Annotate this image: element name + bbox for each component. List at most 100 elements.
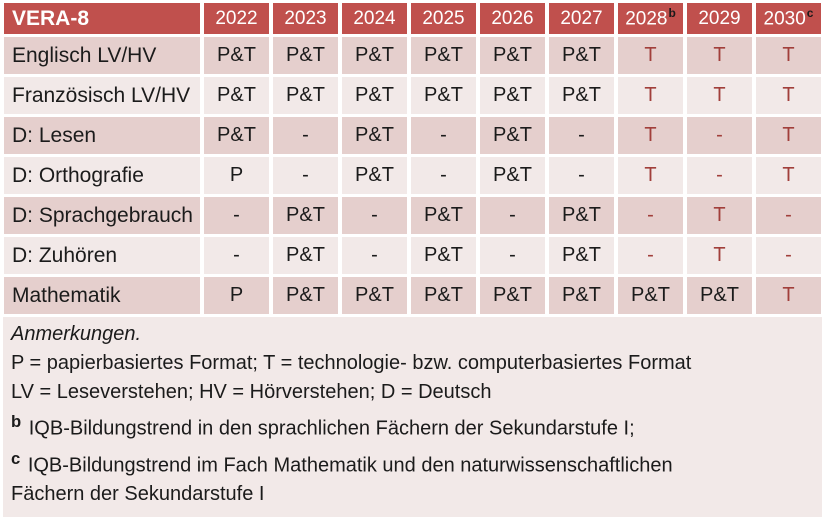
format-cell: T	[687, 197, 752, 234]
format-cell: -	[756, 237, 821, 274]
format-cell: P&T	[273, 77, 338, 114]
year-column-header: 2027	[549, 3, 614, 34]
format-cell: T	[618, 117, 683, 154]
format-cell: P&T	[342, 157, 407, 194]
format-cell: P&T	[204, 117, 269, 154]
format-cell: T	[618, 77, 683, 114]
row-label: D: Lesen	[4, 117, 200, 154]
notes-lines: P = papierbasiertes Format; T = technolo…	[11, 349, 812, 509]
format-cell: P&T	[411, 37, 476, 74]
year-footnote-marker: b	[668, 6, 676, 21]
format-cell: P&T	[411, 77, 476, 114]
format-cell: -	[549, 157, 614, 194]
year-label: 2024	[353, 7, 396, 29]
table-row: D: Lesen P&T - P&T - P&T - T - T	[4, 117, 821, 154]
format-cell: P&T	[204, 77, 269, 114]
table-row: D: Zuhören - P&T - P&T - P&T - T -	[4, 237, 821, 274]
table-row: D: Sprachgebrauch - P&T - P&T - P&T - T -	[4, 197, 821, 234]
format-cell: -	[618, 237, 683, 274]
format-cell: T	[687, 237, 752, 274]
year-label: 2030	[763, 8, 806, 30]
notes-section: Anmerkungen. P = papierbasiertes Format;…	[3, 317, 822, 517]
format-cell: P&T	[480, 117, 545, 154]
year-column-header: 2028b	[618, 3, 683, 34]
format-cell: -	[411, 117, 476, 154]
format-cell: -	[480, 197, 545, 234]
year-label: 2026	[491, 7, 534, 29]
format-cell: P&T	[549, 77, 614, 114]
format-cell: P&T	[549, 277, 614, 314]
year-label: 2027	[560, 7, 603, 29]
note-footnote-marker: c	[11, 448, 21, 468]
format-cell: P&T	[480, 37, 545, 74]
format-cell: -	[687, 117, 752, 154]
format-cell: P&T	[480, 277, 545, 314]
year-column-header: 2026	[480, 3, 545, 34]
vera8-schedule-table: VERA-8 2022 2023 2024 2025 2026 2027 202…	[4, 3, 821, 314]
year-label: 2029	[698, 7, 741, 29]
row-label: D: Sprachgebrauch	[4, 197, 200, 234]
format-cell: -	[549, 117, 614, 154]
format-cell: P&T	[342, 117, 407, 154]
year-column-header: 2029	[687, 3, 752, 34]
note-line: P = papierbasiertes Format; T = technolo…	[11, 349, 723, 378]
note-text: IQB-Bildungstrend im Fach Mathematik und…	[11, 454, 673, 506]
table-header-row: VERA-8 2022 2023 2024 2025 2026 2027 202…	[4, 3, 821, 34]
format-cell: T	[618, 37, 683, 74]
format-cell: P&T	[342, 37, 407, 74]
format-cell: P&T	[687, 277, 752, 314]
format-cell: P&T	[342, 77, 407, 114]
format-cell: -	[273, 157, 338, 194]
table-row: Englisch LV/HV P&T P&T P&T P&T P&T P&T T T T	[4, 37, 821, 74]
note-line: b IQB-Bildungstrend in den sprachlichen …	[11, 407, 723, 444]
format-cell: -	[342, 237, 407, 274]
year-column-header: 2023	[273, 3, 338, 34]
format-cell: -	[411, 157, 476, 194]
row-label: D: Zuhören	[4, 237, 200, 274]
year-label: 2022	[215, 7, 258, 29]
format-cell: P&T	[273, 277, 338, 314]
year-label: 2028	[625, 8, 668, 30]
format-cell: P&T	[273, 197, 338, 234]
year-column-header: 2025	[411, 3, 476, 34]
format-cell: P	[204, 277, 269, 314]
table-row: D: Orthografie P - P&T - P&T - T - T	[4, 157, 821, 194]
format-cell: -	[273, 117, 338, 154]
format-cell: P&T	[480, 157, 545, 194]
format-cell: T	[756, 117, 821, 154]
format-cell: -	[204, 197, 269, 234]
format-cell: -	[618, 197, 683, 234]
row-label: D: Orthografie	[4, 157, 200, 194]
format-cell: P&T	[342, 277, 407, 314]
year-column-header: 2030c	[756, 3, 821, 34]
format-cell: T	[687, 77, 752, 114]
year-label: 2025	[422, 7, 465, 29]
format-cell: -	[756, 197, 821, 234]
format-cell: -	[204, 237, 269, 274]
format-cell: -	[480, 237, 545, 274]
table-row: Mathematik P P&T P&T P&T P&T P&T P&T P&T T	[4, 277, 821, 314]
format-cell: T	[756, 277, 821, 314]
format-cell: P&T	[411, 277, 476, 314]
format-cell: T	[756, 157, 821, 194]
note-text: IQB-Bildungstrend in den sprachlichen Fä…	[23, 417, 635, 440]
note-text: P = papierbasiertes Format; T = technolo…	[11, 352, 692, 374]
note-footnote-marker: b	[11, 412, 22, 431]
note-line: LV = Leseverstehen; HV = Hörverstehen; D…	[11, 378, 723, 407]
format-cell: P&T	[273, 237, 338, 274]
table-row: Französisch LV/HV P&T P&T P&T P&T P&T P&T T T T	[4, 77, 821, 114]
year-column-header: 2024	[342, 3, 407, 34]
format-cell: T	[756, 37, 821, 74]
format-cell: T	[687, 37, 752, 74]
format-cell: P	[204, 157, 269, 194]
format-cell: P&T	[549, 197, 614, 234]
year-column-header: 2022	[204, 3, 269, 34]
format-cell: T	[618, 157, 683, 194]
format-cell: P&T	[549, 237, 614, 274]
format-cell: P&T	[618, 277, 683, 314]
note-text: LV = Leseverstehen; HV = Hörverstehen; D…	[11, 381, 492, 403]
row-label: Französisch LV/HV	[4, 77, 200, 114]
year-label: 2023	[284, 7, 327, 29]
row-label: Mathematik	[4, 277, 200, 314]
format-cell: -	[687, 157, 752, 194]
